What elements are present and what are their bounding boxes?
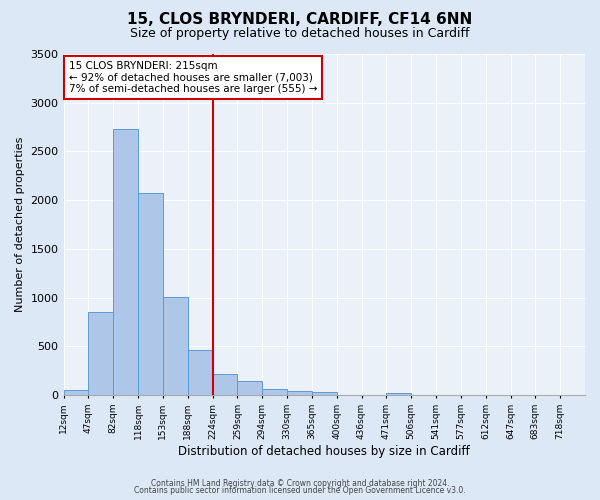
X-axis label: Distribution of detached houses by size in Cardiff: Distribution of detached houses by size … <box>178 444 470 458</box>
Bar <box>287 391 312 395</box>
Bar <box>262 389 287 395</box>
Text: Contains HM Land Registry data © Crown copyright and database right 2024.: Contains HM Land Registry data © Crown c… <box>151 478 449 488</box>
Y-axis label: Number of detached properties: Number of detached properties <box>15 137 25 312</box>
Bar <box>188 350 212 395</box>
Bar <box>386 393 411 395</box>
Bar <box>88 312 113 395</box>
Bar <box>138 194 163 395</box>
Bar <box>212 374 238 395</box>
Bar <box>312 392 337 395</box>
Bar <box>113 129 138 395</box>
Text: Contains public sector information licensed under the Open Government Licence v3: Contains public sector information licen… <box>134 486 466 495</box>
Bar <box>163 296 188 395</box>
Text: Size of property relative to detached houses in Cardiff: Size of property relative to detached ho… <box>130 28 470 40</box>
Bar <box>238 381 262 395</box>
Text: 15 CLOS BRYNDERI: 215sqm
← 92% of detached houses are smaller (7,003)
7% of semi: 15 CLOS BRYNDERI: 215sqm ← 92% of detach… <box>69 61 317 94</box>
Text: 15, CLOS BRYNDERI, CARDIFF, CF14 6NN: 15, CLOS BRYNDERI, CARDIFF, CF14 6NN <box>127 12 473 28</box>
Bar <box>64 390 88 395</box>
